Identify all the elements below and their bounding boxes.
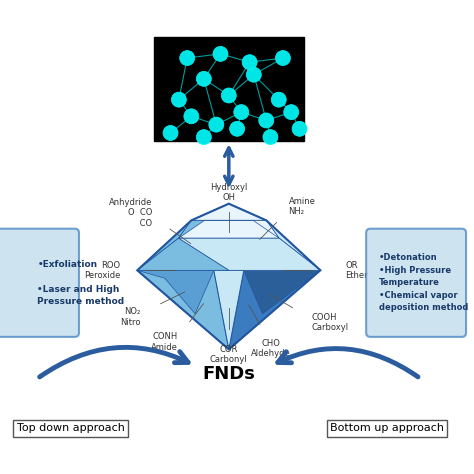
Circle shape (292, 121, 307, 137)
Text: CONH
Amide: CONH Amide (151, 332, 178, 352)
Circle shape (275, 51, 291, 65)
Circle shape (263, 129, 278, 145)
Polygon shape (137, 270, 229, 349)
Text: Amine
NH₂: Amine NH₂ (289, 197, 315, 216)
Text: CHO
Aldehyde: CHO Aldehyde (251, 339, 291, 358)
Text: Anhydride
O  CO
 CO: Anhydride O CO CO (109, 198, 152, 228)
Text: ROO
Peroxide: ROO Peroxide (84, 261, 120, 280)
Polygon shape (191, 204, 266, 220)
Polygon shape (178, 238, 320, 270)
Circle shape (246, 67, 261, 82)
Polygon shape (137, 238, 229, 270)
Text: FNDs: FNDs (202, 365, 255, 383)
FancyBboxPatch shape (0, 228, 79, 337)
Circle shape (180, 51, 195, 65)
Polygon shape (229, 204, 279, 238)
Circle shape (271, 92, 286, 107)
Circle shape (163, 126, 178, 140)
Circle shape (184, 109, 199, 124)
Circle shape (229, 121, 245, 137)
Circle shape (221, 88, 237, 103)
Circle shape (259, 113, 274, 128)
Circle shape (209, 117, 224, 132)
Text: COR
Carbonyl: COR Carbonyl (210, 345, 248, 365)
Circle shape (196, 129, 211, 145)
FancyBboxPatch shape (366, 228, 466, 337)
Polygon shape (266, 220, 320, 270)
Polygon shape (137, 270, 214, 314)
Polygon shape (137, 238, 229, 270)
Text: Top down approach: Top down approach (17, 423, 125, 433)
Polygon shape (229, 238, 320, 270)
Circle shape (172, 92, 186, 107)
Text: NO₂
Nitro: NO₂ Nitro (119, 307, 140, 327)
Circle shape (284, 105, 299, 119)
Text: Hydroxyl
OH: Hydroxyl OH (210, 182, 247, 202)
Polygon shape (244, 270, 320, 314)
Text: Bottom up approach: Bottom up approach (330, 423, 444, 433)
Text: OR
Ether: OR Ether (346, 261, 368, 280)
Polygon shape (178, 220, 279, 238)
Text: COOH
Carboxyl: COOH Carboxyl (312, 313, 349, 332)
Polygon shape (214, 270, 244, 349)
Circle shape (196, 72, 211, 86)
Circle shape (234, 105, 249, 119)
FancyBboxPatch shape (154, 37, 304, 141)
Text: •Exfoliation

•Laser and High
Pressure method: •Exfoliation •Laser and High Pressure me… (37, 260, 125, 306)
Circle shape (242, 55, 257, 70)
Text: •Detonation
•High Pressure
Temperature
•Chemical vapor
deposition method: •Detonation •High Pressure Temperature •… (379, 253, 468, 312)
Polygon shape (229, 270, 320, 349)
Polygon shape (178, 204, 229, 238)
Circle shape (213, 46, 228, 61)
Polygon shape (137, 220, 191, 270)
